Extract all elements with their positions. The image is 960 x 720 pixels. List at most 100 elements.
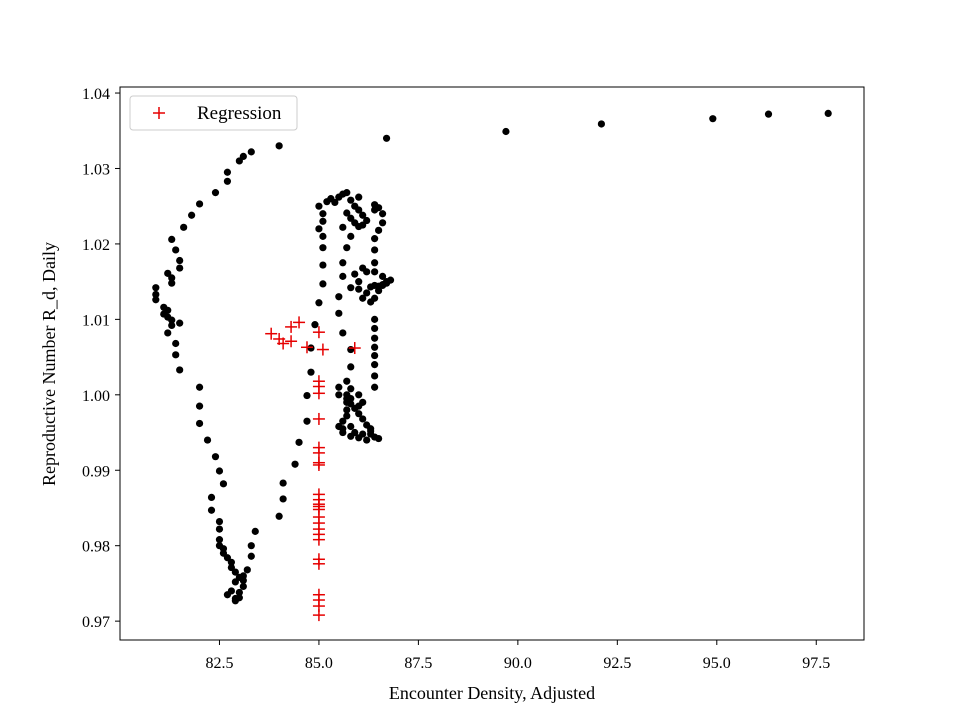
data-point	[382, 278, 391, 286]
regression-point	[312, 458, 325, 471]
y-tick-label: 0.98	[82, 539, 110, 556]
data-point	[319, 232, 327, 240]
data-point	[359, 430, 367, 438]
plot-marks	[152, 109, 832, 622]
data-point	[371, 361, 379, 369]
data-point	[279, 479, 287, 487]
y-tick-label: 0.97	[82, 614, 110, 631]
data-point	[295, 438, 303, 446]
data-point	[371, 372, 379, 380]
data-point	[231, 568, 239, 576]
data-point	[176, 319, 184, 327]
data-point	[176, 264, 184, 272]
data-point	[359, 398, 367, 406]
data-point	[335, 391, 343, 399]
data-point	[378, 219, 387, 227]
data-point	[207, 493, 216, 502]
data-point	[371, 343, 379, 351]
data-point	[319, 217, 327, 225]
data-point	[347, 422, 355, 431]
legend: Regression	[129, 95, 298, 131]
data-point	[371, 235, 379, 243]
x-tick-label: 95.0	[703, 655, 731, 672]
data-point	[176, 366, 184, 374]
regression-point	[277, 337, 290, 350]
plot-frame	[119, 86, 865, 641]
data-point	[343, 406, 351, 414]
data-point	[371, 206, 379, 214]
data-point	[164, 329, 172, 337]
data-point	[371, 294, 379, 302]
regression-point	[312, 609, 325, 622]
data-point	[168, 235, 176, 243]
data-point	[597, 120, 606, 128]
data-point	[764, 110, 773, 118]
data-point	[363, 289, 371, 297]
data-point	[824, 109, 832, 118]
regression-point	[312, 412, 325, 425]
data-point	[315, 299, 323, 307]
data-point	[307, 368, 315, 376]
data-point	[168, 279, 176, 287]
data-point	[223, 177, 232, 185]
data-point	[359, 294, 367, 302]
data-point	[172, 339, 180, 348]
data-point	[339, 272, 347, 280]
data-point	[215, 467, 224, 475]
data-point	[307, 344, 315, 352]
y-tick-label: 1.01	[82, 312, 110, 329]
data-point	[195, 200, 204, 208]
data-point	[343, 209, 351, 217]
data-point	[152, 290, 160, 299]
data-point	[355, 391, 363, 399]
data-point	[231, 578, 239, 586]
data-point	[382, 134, 391, 142]
data-point	[359, 211, 367, 219]
data-point	[339, 259, 347, 267]
data-point	[335, 422, 343, 431]
data-point	[303, 391, 311, 400]
x-tick-label: 82.5	[205, 655, 233, 672]
data-point	[215, 517, 224, 526]
regression-point	[348, 342, 361, 355]
data-point	[502, 127, 510, 136]
data-point	[203, 436, 212, 444]
data-point	[347, 363, 355, 371]
data-point	[709, 115, 717, 123]
data-point	[319, 244, 327, 252]
x-axis-ticks: 82.5 85.0 87.5 90.0 92.5 95.0 97.5	[205, 640, 830, 672]
data-point	[371, 315, 379, 323]
data-point	[359, 221, 367, 229]
data-point	[371, 383, 379, 391]
data-point	[363, 436, 371, 444]
y-tick-label: 1.03	[82, 161, 110, 178]
data-point	[207, 506, 216, 514]
data-point	[235, 588, 243, 597]
y-tick-label: 1.00	[82, 388, 110, 405]
legend-label-regression: Regression	[197, 103, 282, 124]
data-point	[375, 226, 383, 234]
data-point	[195, 419, 204, 428]
data-point	[355, 285, 363, 293]
data-point	[172, 351, 180, 359]
data-point	[319, 261, 327, 269]
data-point	[339, 417, 347, 425]
data-point	[355, 206, 363, 214]
data-point	[291, 460, 299, 468]
data-point	[195, 383, 204, 391]
data-point	[343, 412, 351, 420]
x-tick-label: 87.5	[404, 655, 432, 672]
regression-point	[316, 343, 329, 356]
data-point	[247, 552, 255, 560]
data-point	[251, 527, 259, 535]
x-axis-label: Encounter Density, Adjusted	[389, 683, 595, 703]
data-point	[378, 210, 387, 218]
data-point	[303, 417, 311, 425]
data-point	[339, 329, 347, 337]
data-point	[371, 201, 379, 209]
data-point	[335, 309, 343, 317]
data-point	[223, 168, 232, 176]
regression-point	[285, 335, 298, 348]
data-point	[355, 278, 363, 286]
regression-point	[265, 327, 278, 340]
